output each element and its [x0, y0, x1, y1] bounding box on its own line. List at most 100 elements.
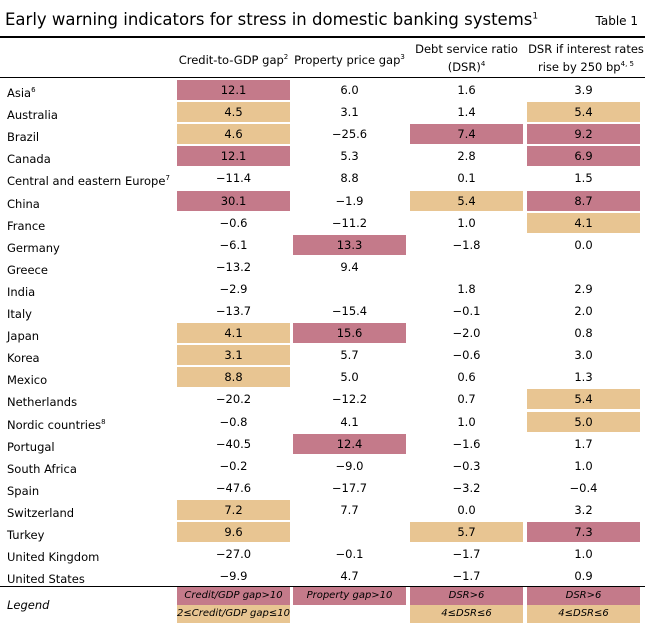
table-cell: −3.2	[452, 480, 481, 495]
table-row: United States −9.9 4.7 −1.7 0.9	[0, 565, 645, 587]
table-cell: 0.0	[574, 237, 593, 252]
table-cell: 1.0	[574, 458, 593, 473]
table-cell: −47.6	[215, 480, 252, 495]
table-row: Australia 4.5 3.1 1.4 5.4	[0, 101, 645, 123]
table-row: Asia6 12.1 6.0 1.6 3.9	[0, 79, 645, 101]
table-cell: 1.7	[574, 436, 593, 451]
table-cell: 12.1	[177, 146, 290, 167]
table-row: Greece −13.2 9.4	[0, 256, 645, 278]
row-label: Australia	[7, 107, 58, 122]
table-cell: 1.8	[457, 281, 476, 296]
table-cell: −1.9	[335, 193, 364, 208]
table-cell: 4.7	[340, 569, 359, 584]
title-row: Early warning indicators for stress in d…	[5, 8, 640, 34]
table-cell: 2.0	[574, 304, 593, 318]
row-label: India	[7, 284, 36, 299]
table-cell: 3.0	[574, 348, 593, 363]
table-cell: 0.1	[457, 171, 476, 186]
table-cell: 3.2	[574, 502, 593, 517]
legend-credit-tan: 2≤Credit/GDP gap≤10	[177, 605, 290, 623]
table-cell: −6.1	[219, 237, 248, 252]
table-cell: 13.3	[293, 234, 406, 255]
table-cell: −40.5	[215, 436, 252, 451]
row-label: Korea	[7, 351, 40, 366]
table-cell: 1.6	[457, 83, 476, 97]
table-cell: 4.6	[177, 124, 290, 145]
column-header-dsr: Debt service ratio (DSR)4	[415, 42, 518, 74]
table-cell: −1.7	[452, 569, 481, 584]
row-label: Mexico	[7, 373, 48, 388]
row-label: Germany	[7, 240, 60, 255]
column-header-property-gap: Property price gap3	[294, 52, 405, 67]
table-cell: −9.9	[219, 569, 248, 584]
row-label: Portugal	[7, 439, 55, 454]
legend-dsr250-tan: 4≤DSR≤6	[527, 605, 640, 623]
table-cell: 3.1	[177, 345, 290, 366]
table-cell: −15.4	[331, 304, 368, 318]
table-row: Turkey 9.6 5.7 7.3	[0, 521, 645, 543]
legend-property-red: Property gap>10	[293, 587, 406, 605]
table-cell: 15.6	[293, 323, 406, 344]
header-rule	[0, 77, 645, 78]
table-cell: −13.7	[215, 304, 252, 318]
table-cell: 0.7	[457, 392, 476, 407]
row-label: China	[7, 196, 40, 211]
column-header-credit-gap: Credit-to-GDP gap2	[178, 52, 289, 67]
table-row: France −0.6 −11.2 1.0 4.1	[0, 212, 645, 234]
table-row: Korea 3.1 5.7 −0.6 3.0	[0, 344, 645, 366]
table-row: Spain −47.6 −17.7 −3.2 −0.4	[0, 477, 645, 499]
row-label: United Kingdom	[7, 549, 100, 564]
table-row: Mexico 8.8 5.0 0.6 1.3	[0, 366, 645, 388]
table-cell: 2.9	[574, 281, 593, 296]
table-cell: −0.6	[452, 348, 481, 363]
table-row: United Kingdom −27.0 −0.1 −1.7 1.0	[0, 543, 645, 565]
row-label: Nordic countries8	[7, 417, 106, 432]
row-label: France	[7, 218, 46, 233]
table-cell: 0.6	[457, 370, 476, 385]
table-row: Central and eastern Europe7 −11.4 8.8 0.1 1.…	[0, 167, 645, 189]
table-cell: −0.1	[452, 304, 481, 318]
page-title: Early warning indicators for stress in d…	[5, 10, 539, 29]
row-label: Greece	[7, 262, 48, 277]
table-cell: 6.0	[340, 83, 359, 97]
table-cell: 5.3	[340, 149, 359, 164]
row-label: Turkey	[7, 527, 45, 542]
table-cell: −11.2	[331, 215, 368, 230]
table-row: Netherlands −20.2 −12.2 0.7 5.4	[0, 388, 645, 410]
table-cell: 3.9	[574, 83, 593, 97]
table-cell: 7.2	[177, 499, 290, 520]
table-cell: 7.7	[340, 502, 359, 517]
table-row: Germany −6.1 13.3 −1.8 0.0	[0, 234, 645, 256]
row-label: Netherlands	[7, 395, 78, 410]
table-cell: −0.6	[219, 215, 248, 230]
table-cell: 5.0	[527, 411, 640, 432]
row-label: United States	[7, 572, 85, 587]
table-row: Brazil 4.6 −25.6 7.4 9.2	[0, 123, 645, 145]
row-label: Canada	[7, 152, 51, 167]
row-label: South Africa	[7, 461, 77, 476]
table-row: Switzerland 7.2 7.7 0.0 3.2	[0, 499, 645, 521]
table-cell: −0.4	[569, 480, 598, 495]
table-cell: −0.2	[219, 458, 248, 473]
table-cell: −20.2	[215, 392, 252, 407]
bottom-rule	[0, 586, 645, 587]
table-cell: −27.0	[215, 547, 252, 562]
table-cell	[410, 257, 523, 277]
table-cell: 30.1	[177, 190, 290, 211]
table-label: Table 1	[595, 14, 638, 28]
table-cell: 6.9	[527, 146, 640, 167]
table-cell: 9.4	[340, 259, 359, 274]
table-row: Italy −13.7 −15.4 −0.1 2.0	[0, 300, 645, 322]
table-cell: 4.1	[340, 414, 359, 429]
row-label: Italy	[7, 306, 32, 321]
table-cell: 12.4	[293, 433, 406, 454]
legend-label: Legend	[7, 598, 50, 612]
table-cell: 5.4	[410, 190, 523, 211]
table-cell: −1.6	[452, 436, 481, 451]
table-cell: 0.9	[574, 569, 593, 584]
row-label: Brazil	[7, 130, 40, 145]
row-label: Japan	[7, 328, 40, 343]
table-cell: 5.0	[340, 370, 359, 385]
legend-dsr-tan: 4≤DSR≤6	[410, 605, 523, 623]
table-cell: 7.3	[527, 522, 640, 542]
